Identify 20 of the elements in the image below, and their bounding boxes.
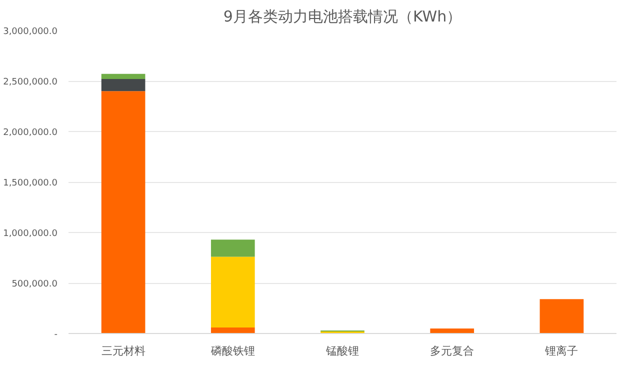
y-tick-label: 1,500,000.0: [3, 178, 58, 188]
bar: [101, 91, 146, 334]
y-tick-label: 3,000,000.0: [3, 27, 58, 37]
y-tick-label: 2,000,000.0: [3, 128, 58, 138]
x-tick-label: 磷酸铁锂: [210, 344, 255, 358]
y-tick-label: -: [54, 330, 58, 340]
bar: [540, 299, 584, 334]
y-tick-label: 2,500,000.0: [3, 78, 58, 88]
y-tick-label: 1,000,000.0: [3, 229, 58, 239]
bar: [210, 327, 255, 334]
x-tick-label: 三元材料: [101, 344, 146, 358]
bar: [210, 240, 255, 257]
x-tick-label: 锰酸锂: [325, 344, 359, 358]
x-tick-label: 锂离子: [544, 344, 578, 358]
bar: [101, 74, 146, 79]
bar: [210, 256, 255, 328]
chart-title: 9月各类动力电池搭载情况（KWh）: [223, 8, 462, 26]
x-tick-label: 多元复合: [430, 344, 474, 358]
y-tick-label: 500,000.0: [12, 280, 58, 290]
bar: [101, 78, 146, 92]
